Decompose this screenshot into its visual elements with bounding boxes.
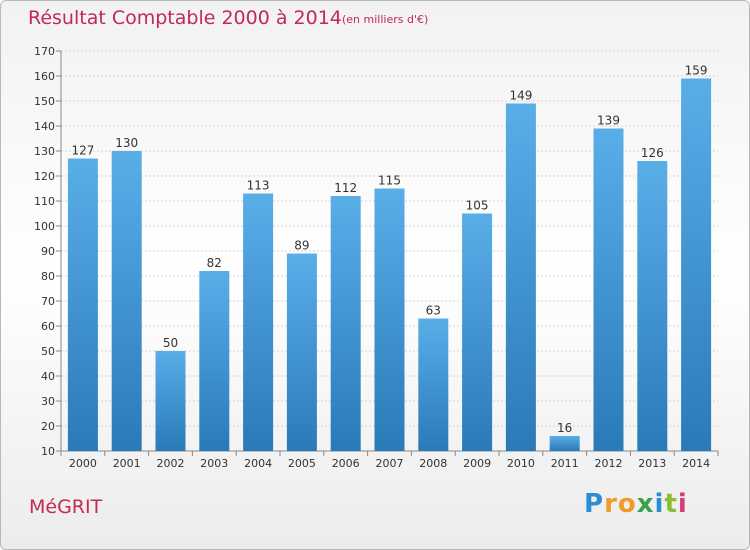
x-tick-label: 2002 — [157, 457, 185, 470]
x-tick-label: 2004 — [244, 457, 272, 470]
data-label: 130 — [115, 136, 138, 150]
bar — [637, 161, 668, 451]
x-tick-label: 2013 — [638, 457, 666, 470]
proxiti-logo: Proxiti — [584, 489, 688, 519]
x-tick-label: 2009 — [463, 457, 491, 470]
bar — [199, 271, 230, 451]
x-tick-label: 2007 — [376, 457, 404, 470]
bar — [155, 351, 186, 451]
commune-name: MéGRIT — [29, 496, 103, 518]
logo-letter: t — [664, 489, 678, 519]
x-tick-label: 2011 — [551, 457, 579, 470]
y-tick-label: 90 — [41, 245, 55, 258]
data-label: 149 — [509, 89, 532, 103]
y-tick-label: 50 — [41, 345, 55, 358]
data-label: 115 — [378, 174, 401, 188]
y-tick-label: 110 — [34, 195, 55, 208]
y-tick-label: 120 — [34, 170, 55, 183]
logo-letter: i — [677, 489, 688, 519]
x-tick-label: 2001 — [113, 457, 141, 470]
y-tick-label: 40 — [41, 370, 55, 383]
bar — [418, 318, 449, 451]
bar — [286, 253, 317, 451]
bar — [505, 103, 536, 451]
y-tick-label: 140 — [34, 120, 55, 133]
data-label: 89 — [294, 239, 309, 253]
data-label: 82 — [207, 256, 222, 270]
y-tick-label: 150 — [34, 95, 55, 108]
bar — [681, 78, 712, 451]
x-tick-label: 2010 — [507, 457, 535, 470]
logo-letter: o — [617, 489, 637, 519]
x-tick-label: 2012 — [595, 457, 623, 470]
data-label: 159 — [685, 64, 708, 78]
x-tick-label: 2008 — [419, 457, 447, 470]
logo-letter: i — [654, 489, 665, 519]
data-label: 127 — [71, 144, 94, 158]
chart-title: Résultat Comptable 2000 à 2014 — [28, 7, 342, 29]
logo-letter: r — [604, 489, 618, 519]
y-tick-label: 10 — [41, 445, 55, 458]
x-tick-label: 2005 — [288, 457, 316, 470]
y-tick-label: 170 — [34, 45, 55, 58]
bar — [374, 188, 405, 451]
bar — [462, 213, 493, 451]
bar — [243, 193, 274, 451]
x-tick-label: 2000 — [69, 457, 97, 470]
logo-letter: P — [584, 489, 605, 519]
bar — [67, 158, 98, 451]
data-label: 139 — [597, 114, 620, 128]
data-label: 112 — [334, 181, 357, 195]
data-label: 63 — [426, 304, 441, 318]
x-tick-label: 2014 — [682, 457, 710, 470]
bar — [549, 436, 580, 451]
data-label: 105 — [466, 199, 489, 213]
y-tick-label: 60 — [41, 320, 55, 333]
y-tick-label: 30 — [41, 395, 55, 408]
data-label: 16 — [557, 421, 572, 435]
logo-letter: x — [636, 489, 655, 519]
bar — [111, 151, 142, 451]
chart-subtitle: (en milliers d'€) — [342, 13, 429, 26]
y-tick-label: 20 — [41, 420, 55, 433]
y-tick-label: 160 — [34, 70, 55, 83]
y-tick-label: 70 — [41, 295, 55, 308]
y-tick-label: 100 — [34, 220, 55, 233]
x-tick-label: 2006 — [332, 457, 360, 470]
bar — [593, 128, 624, 451]
data-label: 50 — [163, 336, 178, 350]
data-label: 113 — [247, 179, 270, 193]
y-tick-label: 130 — [34, 145, 55, 158]
y-tick-label: 80 — [41, 270, 55, 283]
bar — [330, 196, 361, 451]
x-tick-label: 2003 — [200, 457, 228, 470]
data-label: 126 — [641, 146, 664, 160]
